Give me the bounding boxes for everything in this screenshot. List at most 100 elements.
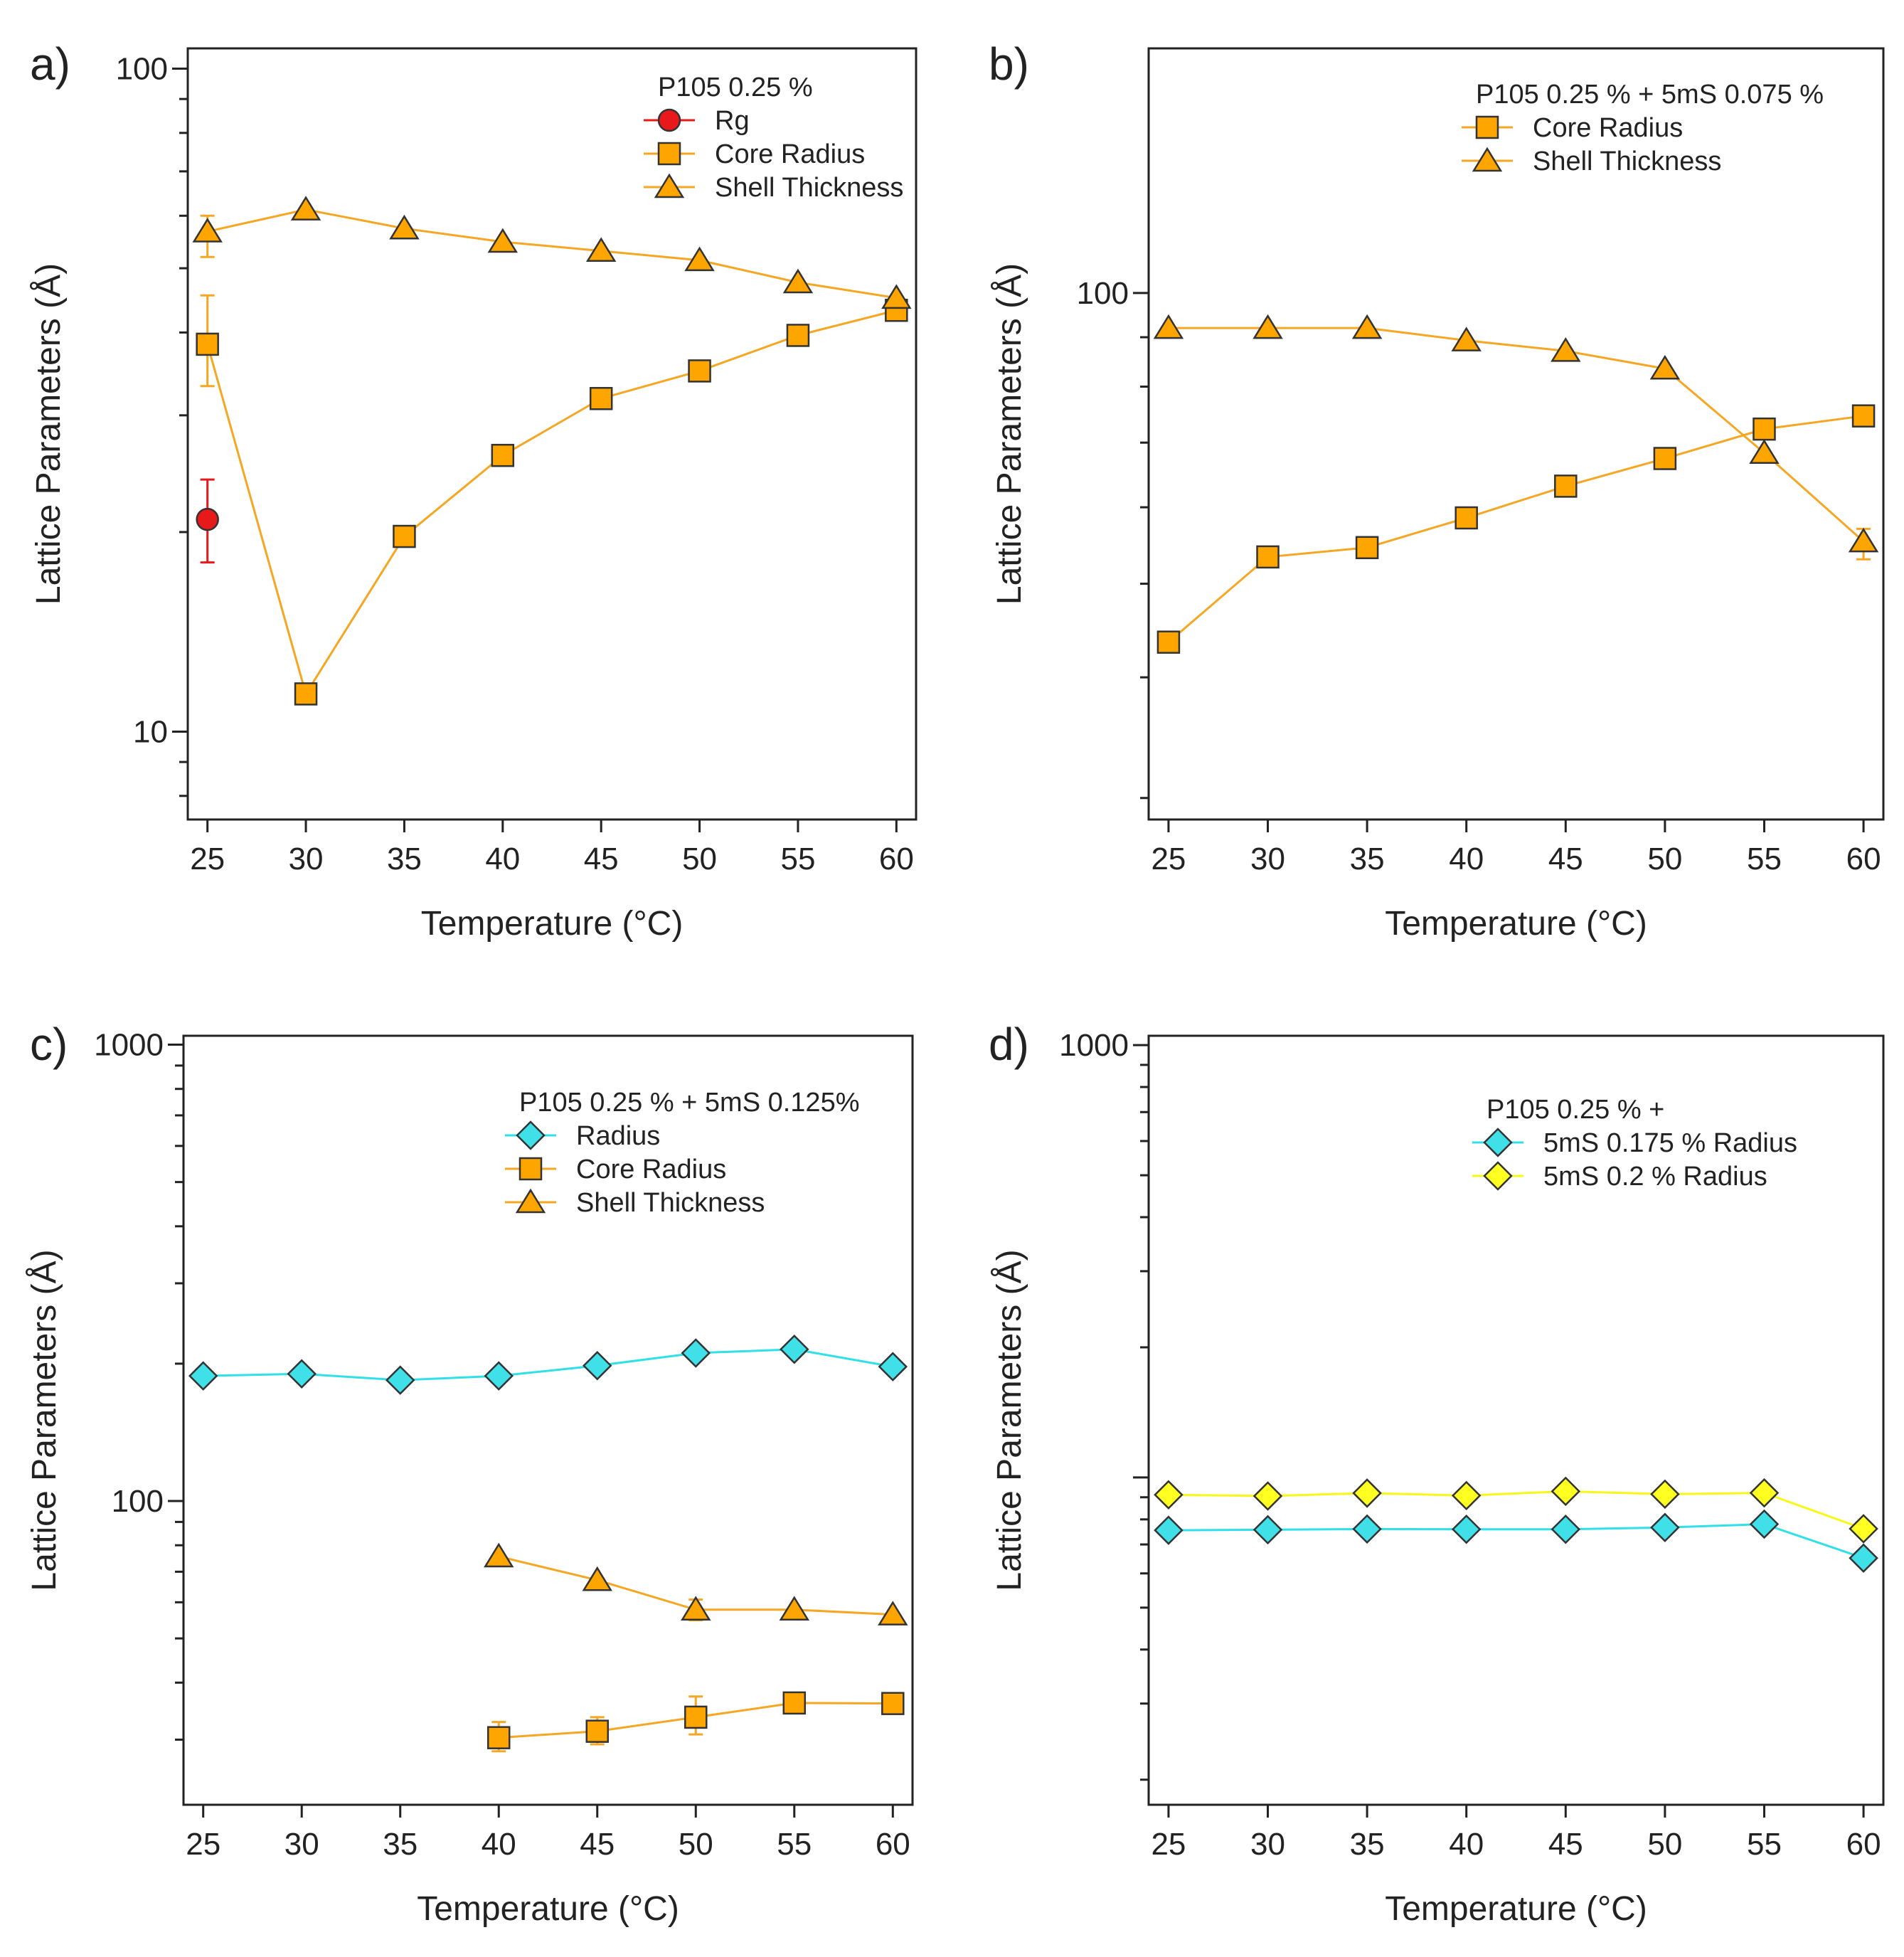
data-point xyxy=(1355,536,1379,560)
chart-panel-d: 25 30 35 40 45 50 55 60 1000 Temperature (°C) Latt… xyxy=(989,1019,1885,1928)
y-tick-label: 1000 xyxy=(94,1028,164,1063)
data-point xyxy=(878,1352,908,1381)
x-tick-label: 60 xyxy=(876,1827,910,1862)
series-line xyxy=(1168,1522,1864,1559)
x-tick-label: 30 xyxy=(284,1827,319,1862)
x-tick-label: 35 xyxy=(1350,842,1385,876)
data-point xyxy=(287,1359,317,1389)
x-tick-label: 25 xyxy=(1151,842,1186,876)
data-point xyxy=(1849,1543,1878,1573)
data-point xyxy=(1551,336,1581,362)
x-tick-label: 25 xyxy=(186,1827,220,1862)
data-point xyxy=(878,1601,908,1625)
x-tick-label: 55 xyxy=(780,842,815,876)
data-point xyxy=(1753,417,1776,441)
legend-marker xyxy=(1483,1128,1513,1157)
x-tick-label: 45 xyxy=(580,1827,615,1862)
data-point xyxy=(1650,1512,1680,1543)
legend-label: Rg xyxy=(715,106,750,136)
legend: P105 0.25 % + 5mS 0.075 %Core Radius Shel… xyxy=(1462,80,1824,176)
series-5ms-0-2-radius xyxy=(1154,1476,1878,1544)
series-line xyxy=(206,309,897,697)
data-point xyxy=(681,1596,711,1621)
chart-panel-c: 25 30 35 40 45 50 55 60 1000 100 Temperature (°C) L… xyxy=(26,1019,914,1928)
data-point xyxy=(582,1566,612,1591)
legend-title: P105 0.25 % + 5mS 0.125% xyxy=(519,1088,860,1118)
data-point xyxy=(782,1691,807,1715)
series-5ms-0-175-radius xyxy=(1154,1509,1878,1573)
y-tick-label: 100 xyxy=(1077,276,1129,311)
x-tick-label: 50 xyxy=(679,1827,713,1862)
legend-title: P105 0.25 % + 5mS 0.075 % xyxy=(1476,80,1824,110)
x-axis-title: Temperature (°C) xyxy=(1385,905,1647,943)
legend-marker xyxy=(1472,147,1503,172)
series-rg xyxy=(196,478,219,564)
legend-marker xyxy=(518,1157,543,1181)
x-tick-label: 60 xyxy=(879,842,914,876)
legend-marker xyxy=(515,1188,546,1214)
legend-label: Core Radius xyxy=(1533,113,1683,143)
legend-label: Shell Thickness xyxy=(1533,147,1721,176)
x-axis-title: Temperature (°C) xyxy=(1385,1890,1647,1928)
y-axis-title: Lattice Parameters (Å) xyxy=(30,263,68,605)
y-tick-label: 100 xyxy=(116,52,168,87)
series-line xyxy=(203,1348,893,1381)
data-point xyxy=(1554,474,1578,498)
x-tick-label: 45 xyxy=(1548,842,1583,876)
data-point xyxy=(196,332,219,356)
data-point xyxy=(1454,506,1478,530)
data-point xyxy=(196,507,219,531)
x-tick-label: 55 xyxy=(1747,1827,1782,1862)
data-point xyxy=(1749,1478,1780,1508)
series-shell-thickness xyxy=(484,1542,908,1625)
data-point xyxy=(585,237,617,262)
data-point xyxy=(1154,1515,1184,1545)
data-point xyxy=(290,196,321,221)
data-point xyxy=(1851,404,1876,428)
data-point xyxy=(491,443,515,467)
legend-marker xyxy=(516,1120,546,1150)
x-axis-title: Temperature (°C) xyxy=(417,1890,679,1928)
x-tick-label: 30 xyxy=(1250,842,1285,876)
x-tick-label: 60 xyxy=(1846,842,1881,876)
plot-frame xyxy=(1147,47,1885,821)
plot-frame xyxy=(186,47,918,821)
data-point xyxy=(681,1338,711,1368)
x-tick-label: 30 xyxy=(289,842,324,876)
series-line xyxy=(207,208,897,299)
data-point xyxy=(1154,1480,1184,1510)
x-tick-label: 45 xyxy=(584,842,619,876)
x-tick-label: 60 xyxy=(1846,1827,1881,1862)
x-tick-label: 35 xyxy=(387,842,422,876)
data-point xyxy=(1153,314,1184,339)
series-line xyxy=(1167,415,1864,643)
legend-label: 5mS 0.2 % Radius xyxy=(1543,1162,1767,1192)
data-point xyxy=(1653,447,1677,470)
legend-label: Radius xyxy=(576,1121,660,1151)
data-point xyxy=(389,214,420,240)
y-axis-title: Lattice Parameters (Å) xyxy=(991,1249,1028,1591)
data-point xyxy=(1650,1479,1680,1510)
data-point xyxy=(1351,314,1383,339)
data-point xyxy=(881,284,912,309)
data-point xyxy=(582,1350,612,1381)
data-point xyxy=(786,324,810,347)
plot-frame xyxy=(182,1034,914,1806)
data-point xyxy=(484,1361,514,1391)
legend-title: P105 0.25 % + xyxy=(1486,1095,1664,1125)
x-tick-label: 50 xyxy=(1647,1827,1682,1862)
data-point xyxy=(1253,1515,1283,1545)
series-core-radius xyxy=(1156,404,1876,654)
x-tick-label: 50 xyxy=(682,842,717,876)
series-radius xyxy=(188,1335,908,1395)
data-point xyxy=(1253,1481,1283,1511)
data-point xyxy=(779,1596,810,1621)
panel-label: c) xyxy=(30,1019,68,1070)
data-point xyxy=(1253,314,1283,339)
x-tick-label: 40 xyxy=(485,842,520,876)
x-tick-label: 45 xyxy=(1548,1827,1583,1862)
y-tick-label: 100 xyxy=(112,1484,164,1519)
data-point xyxy=(1649,354,1681,380)
data-point xyxy=(294,682,318,706)
